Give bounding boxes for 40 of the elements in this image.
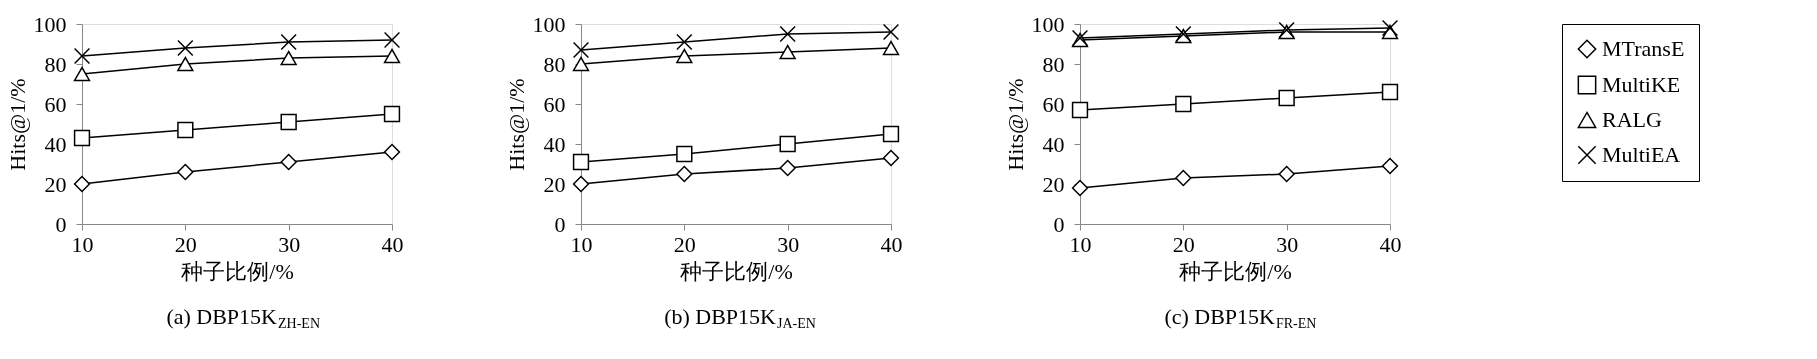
y-tick-label: 20	[44, 171, 67, 197]
x-tick-label: 10	[1069, 231, 1092, 257]
legend-label: MultiKE	[1602, 72, 1681, 97]
y-tick-label: 100	[1031, 11, 1065, 37]
y-tick-label: 60	[543, 91, 566, 117]
x-axis-title: 种子比例/%	[181, 258, 294, 284]
y-axis-title: Hits@1/%	[1002, 78, 1028, 171]
y-tick-label: 20	[1042, 171, 1065, 197]
x-axis-title: 种子比例/%	[680, 258, 793, 284]
y-tick-label: 0	[1053, 211, 1065, 237]
y-tick-label: 40	[44, 131, 67, 157]
y-tick-label: 80	[44, 51, 67, 77]
y-tick-label: 60	[1042, 91, 1065, 117]
y-tick-label: 0	[554, 211, 566, 237]
y-axis-title: Hits@1/%	[503, 78, 529, 171]
x-axis-title: 种子比例/%	[1179, 258, 1292, 284]
y-tick-label: 100	[33, 11, 67, 37]
y-axis-title: Hits@1/%	[4, 78, 30, 171]
y-tick-label: 0	[55, 211, 67, 237]
y-tick-label: 60	[44, 91, 67, 117]
y-tick-label: 80	[543, 51, 566, 77]
y-tick-label: 100	[532, 11, 566, 37]
x-tick-label: 20	[174, 231, 197, 257]
y-tick-label: 40	[1042, 131, 1065, 157]
x-tick-label: 10	[71, 231, 94, 257]
x-tick-label: 10	[570, 231, 593, 257]
y-tick-label: 80	[1042, 51, 1065, 77]
x-tick-label: 40	[381, 231, 404, 257]
x-tick-label: 30	[777, 231, 800, 257]
x-tick-label: 40	[1379, 231, 1402, 257]
x-tick-label: 20	[1172, 231, 1195, 257]
y-tick-label: 40	[543, 131, 566, 157]
legend-label: MTransE	[1602, 36, 1685, 61]
x-tick-label: 30	[1276, 231, 1299, 257]
x-tick-label: 40	[880, 231, 903, 257]
legend-label: MultiEA	[1602, 142, 1681, 167]
legend-label: RALG	[1602, 107, 1662, 132]
x-tick-label: 20	[673, 231, 696, 257]
x-tick-label: 30	[278, 231, 301, 257]
y-tick-label: 20	[543, 171, 566, 197]
